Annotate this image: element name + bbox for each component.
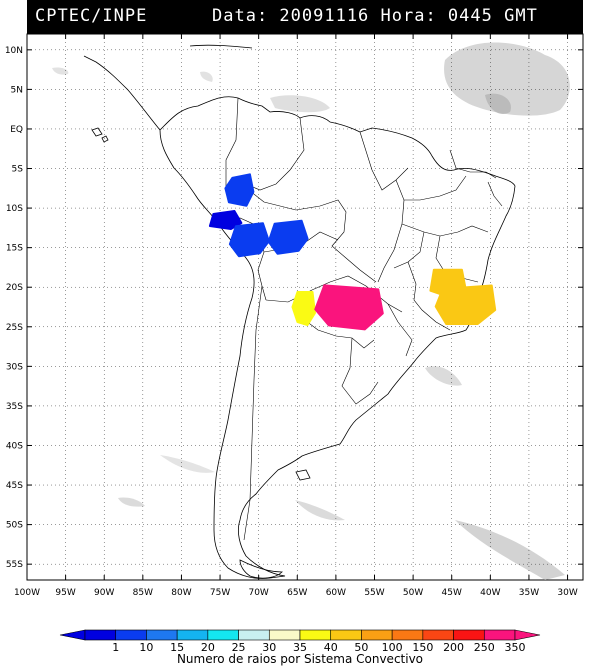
lon-label: 50W [403,588,423,598]
colorbar-swatch [115,629,147,641]
colorbar-swatch [84,629,117,641]
lon-label: 100W [14,588,40,598]
colorbar-label: 10 [139,641,153,654]
lat-label: 45S [6,481,23,491]
agency-label: CPTEC/INPE [35,6,148,26]
convective-system [224,173,255,207]
colorbar-swatch [361,629,393,641]
convective-systems [208,173,497,331]
lat-label: 20S [6,283,23,293]
lat-label: 5N [11,85,23,95]
colorbar-swatch [453,629,485,641]
colorbar: 1 10 15 20 25 30 35 40 50 100 150 200 250 350 [59,629,541,654]
title-bar: CPTEC/INPE Data: 20091116 Hora: 0445 GMT [27,0,583,34]
colorbar-swatch [146,629,178,641]
colorbar-swatch [238,629,270,641]
colorbar-swatch [422,629,454,641]
lon-label: 35W [519,588,539,598]
axis-ticks [26,34,583,580]
lon-label: 45W [442,588,462,598]
lat-label: 10N [5,46,23,56]
colorbar-swatch [299,629,332,641]
lon-label: 60W [326,588,346,598]
lon-label: 70W [248,588,268,598]
colorbar-label: 100 [382,641,403,654]
colorbar-swatch [391,629,424,641]
colorbar-label: 25 [232,641,246,654]
lon-label: 55W [364,588,384,598]
colorbar-arrow-left [59,629,86,641]
colorbar-swatch [330,629,362,641]
convective-system [291,291,316,326]
lon-label: 75W [210,588,230,598]
colorbar-label: 1 [112,641,119,654]
colorbar-swatch [268,629,301,641]
colorbar-label: 15 [170,641,184,654]
lon-label: 80W [171,588,191,598]
lat-label: 40S [6,441,23,451]
lon-label: 40W [480,588,500,598]
colorbar-arrow-right [514,629,541,641]
cloud-layer [52,42,570,580]
colorbar-label: 35 [293,641,307,654]
colorbar-swatch [176,629,209,641]
lat-label: 5S [12,165,24,175]
convective-system [228,222,270,258]
colorbar-swatch [207,629,239,641]
lat-label: 10S [6,204,23,214]
colorbar-label: 50 [354,641,368,654]
colorbar-label: 250 [474,641,495,654]
convective-system [314,284,384,331]
colorbar-label: 200 [443,641,464,654]
lon-label: 65W [287,588,307,598]
lat-label: 25S [6,323,23,333]
lat-label: EQ [10,125,23,135]
colorbar-title: Numero de raios por Sistema Convectivo [176,652,424,666]
colorbar-label: 350 [505,641,526,654]
colorbar-swatch [483,629,516,641]
lon-label: 30W [557,588,577,598]
lon-label: 95W [55,588,75,598]
lat-label: 35S [6,402,23,412]
colorbar-label: 150 [412,641,433,654]
lat-label: 30S [6,362,23,372]
colorbar-label: 30 [262,641,276,654]
colorbar-label: 20 [201,641,215,654]
convective-system [434,284,497,325]
lon-label: 85W [133,588,153,598]
colorbar-label: 40 [324,641,338,654]
lat-label: 50S [6,521,23,531]
latitude-labels: 10N 5N EQ 5S 10S 15S 20S 25S 30S 35S 40S 45S 50S 55S [5,46,23,570]
datetime-label: Data: 20091116 Hora: 0445 GMT [212,6,538,26]
lat-label: 15S [6,244,23,254]
lon-label: 90W [94,588,114,598]
lat-label: 55S [6,560,23,570]
longitude-labels: 100W 95W 90W 85W 80W 75W 70W 65W 60W 55W 50W 45W 40W… [14,588,578,598]
coastline [83,44,516,579]
convective-system [267,219,309,255]
